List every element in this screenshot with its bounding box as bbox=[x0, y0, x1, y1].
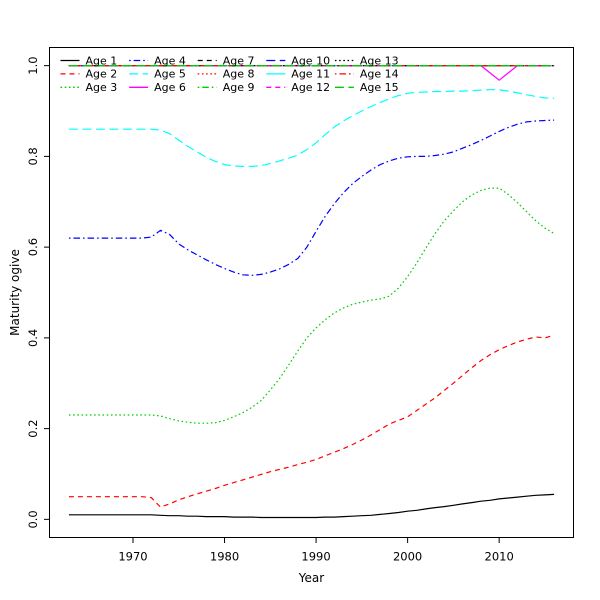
y-tick-label: 0.6 bbox=[26, 238, 40, 256]
legend-label: Age 7 bbox=[223, 54, 255, 67]
legend-label: Age 5 bbox=[154, 68, 186, 81]
x-axis-title: Year bbox=[298, 571, 324, 585]
series-line-age-3 bbox=[68, 187, 555, 424]
legend-entry-age-8: Age 8 bbox=[197, 68, 255, 81]
legend-entry-age-14: Age 14 bbox=[334, 68, 399, 81]
legend-entry-age-11: Age 11 bbox=[266, 68, 330, 81]
y-tick-label: 0.4 bbox=[26, 329, 40, 347]
legend-label: Age 15 bbox=[360, 81, 399, 94]
legend-label: Age 11 bbox=[291, 68, 330, 81]
y-tick-label: 0.8 bbox=[26, 147, 40, 165]
legend-label: Age 8 bbox=[223, 68, 255, 81]
legend-label: Age 3 bbox=[86, 81, 118, 94]
y-axis: 0.0 0.2 0.4 0.6 0.8 1.0 bbox=[26, 56, 50, 529]
legend-label: Age 1 bbox=[86, 54, 118, 67]
x-axis: 1970 1980 1990 2000 2010 bbox=[118, 537, 514, 564]
legend-entry-age-15: Age 15 bbox=[334, 81, 399, 94]
legend-label: Age 2 bbox=[86, 68, 118, 81]
legend-entry-age-5: Age 5 bbox=[129, 68, 186, 81]
x-tick-label: 2010 bbox=[485, 550, 514, 564]
series-line-age-4 bbox=[68, 119, 555, 276]
legend-entry-age-7: Age 7 bbox=[197, 54, 255, 67]
y-tick-label: 0.0 bbox=[26, 510, 40, 528]
legend-label: Age 4 bbox=[154, 54, 186, 67]
legend-entry-age-10: Age 10 bbox=[266, 54, 330, 67]
legend-label: Age 13 bbox=[360, 54, 399, 67]
legend-entry-age-1: Age 1 bbox=[60, 54, 118, 67]
legend-entry-age-6: Age 6 bbox=[129, 81, 186, 94]
legend-label: Age 10 bbox=[291, 54, 330, 67]
legend-entry-age-9: Age 9 bbox=[197, 81, 255, 94]
x-tick-label: 1990 bbox=[301, 550, 330, 564]
legend-entry-age-12: Age 12 bbox=[266, 81, 330, 94]
series-lines bbox=[68, 64, 555, 519]
series-line-age-2 bbox=[68, 334, 555, 508]
series-line-age-5 bbox=[68, 89, 555, 167]
legend-entry-age-3: Age 3 bbox=[60, 81, 118, 94]
legend-entry-age-13: Age 13 bbox=[334, 54, 399, 67]
plot-box bbox=[49, 47, 574, 538]
legend-label: Age 14 bbox=[360, 68, 399, 81]
x-tick-label: 1980 bbox=[210, 550, 239, 564]
series-line-age-1 bbox=[68, 493, 555, 519]
y-tick-label: 0.2 bbox=[26, 419, 40, 437]
legend-label: Age 9 bbox=[223, 81, 255, 94]
x-tick-label: 2000 bbox=[393, 550, 422, 564]
legend-label: Age 6 bbox=[154, 81, 186, 94]
legend-entry-age-4: Age 4 bbox=[129, 54, 186, 67]
y-axis-title: Maturity ogive bbox=[8, 249, 22, 336]
y-tick-label: 1.0 bbox=[26, 56, 40, 74]
legend-entry-age-2: Age 2 bbox=[60, 68, 118, 81]
x-tick-label: 1970 bbox=[118, 550, 147, 564]
legend-label: Age 12 bbox=[291, 81, 330, 94]
